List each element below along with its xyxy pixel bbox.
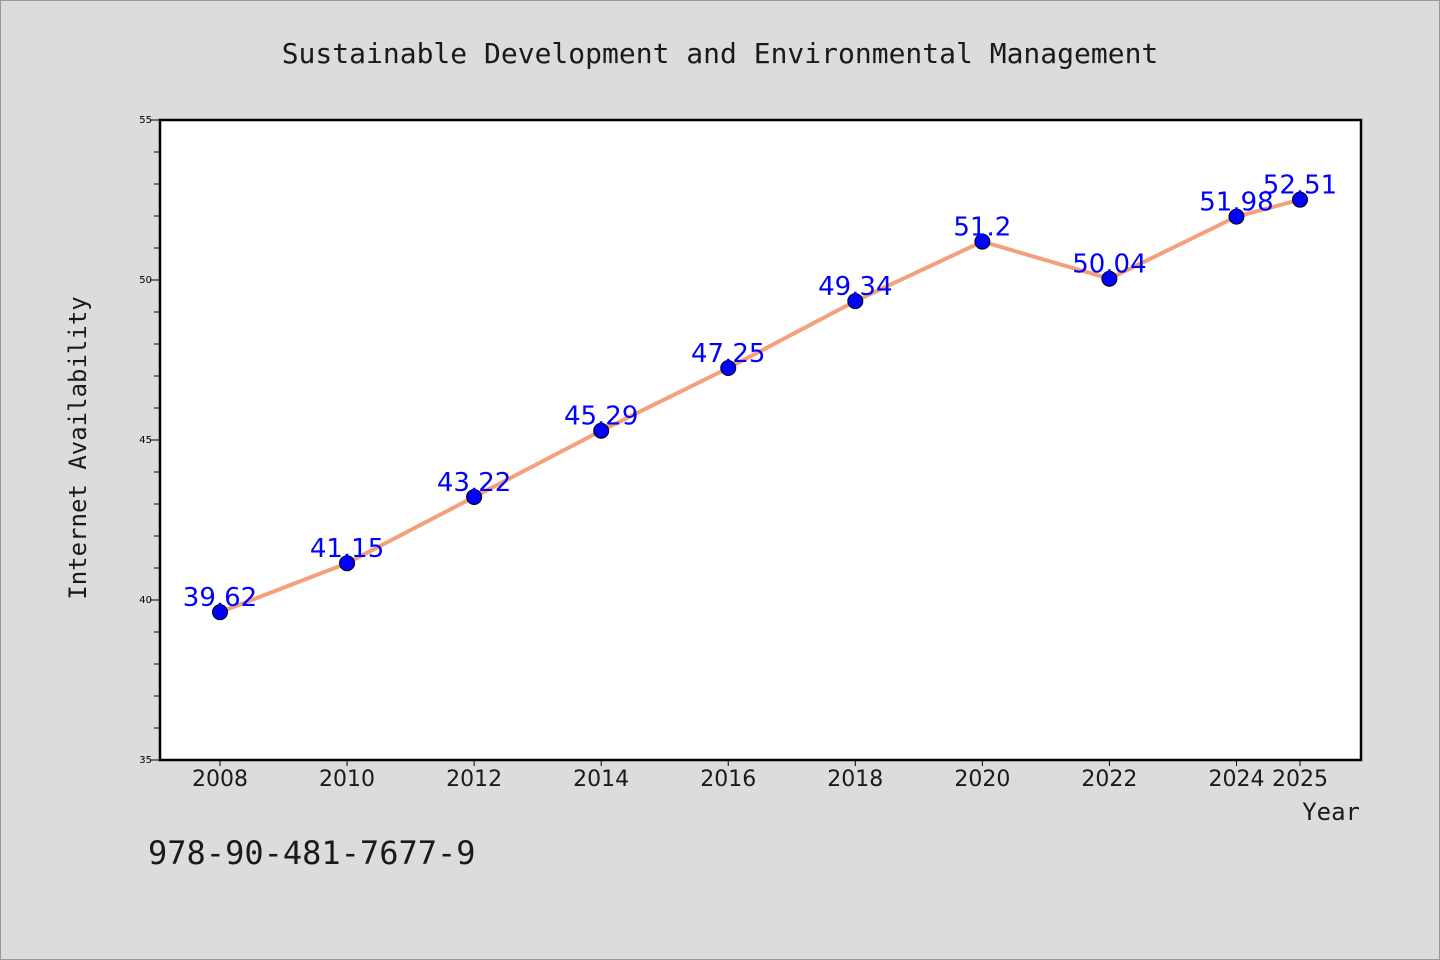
data-point xyxy=(974,233,991,250)
data-label: 43.22 xyxy=(437,468,511,498)
y-tick-label: 55 xyxy=(139,115,152,126)
x-axis-label: Year xyxy=(1302,798,1360,826)
data-label: 41.15 xyxy=(310,534,384,564)
x-axis-ticks: 2008 2010 2012 2014 2016 2018 2020 2022 2024 2025 xyxy=(192,760,1328,792)
x-tick-label: 2010 xyxy=(319,767,375,792)
data-label: 51.98 xyxy=(1199,188,1273,218)
data-label: 47.25 xyxy=(691,339,765,369)
data-label: 51.2 xyxy=(953,213,1011,243)
data-label: 45.29 xyxy=(564,402,638,432)
chart-title: Sustainable Development and Environmenta… xyxy=(282,37,1159,70)
y-tick-label: 40 xyxy=(139,595,152,606)
isbn-text: 978-90-481-7677-9 xyxy=(148,834,476,872)
x-tick-label: 2022 xyxy=(1081,767,1137,792)
data-point xyxy=(212,604,228,621)
x-tick-label: 2025 xyxy=(1272,767,1328,792)
series-line xyxy=(218,197,1302,615)
x-tick-label: 2024 xyxy=(1208,767,1264,792)
data-label: 50.04 xyxy=(1072,250,1146,280)
data-label: 39.62 xyxy=(183,583,257,613)
x-tick-label: 2016 xyxy=(700,767,756,792)
plot-area xyxy=(158,118,1363,762)
data-point xyxy=(720,360,737,376)
data-label-layer: 39.62 41.15 43.22 45.29 47.25 49.34 51.2 50.04 5… xyxy=(183,171,1337,613)
data-point xyxy=(593,422,610,439)
x-tick-label: 2008 xyxy=(192,767,248,792)
data-point xyxy=(1292,191,1308,208)
data-point xyxy=(339,555,356,572)
data-label: 49.34 xyxy=(818,272,892,302)
data-point xyxy=(1101,270,1118,287)
y-tick-label: 35 xyxy=(139,755,152,766)
data-point xyxy=(466,488,483,505)
data-point xyxy=(847,293,864,310)
data-point xyxy=(1228,208,1245,225)
x-tick-label: 2018 xyxy=(827,767,883,792)
x-tick-label: 2020 xyxy=(954,767,1010,792)
series-layer xyxy=(212,191,1308,621)
y-tick-label: 50 xyxy=(139,275,152,286)
data-label: 52.51 xyxy=(1263,171,1337,201)
x-tick-label: 2014 xyxy=(573,767,629,792)
x-tick-label: 2012 xyxy=(446,767,502,792)
y-tick-label: 45 xyxy=(139,435,152,446)
y-axis-label: Internet Availability xyxy=(64,296,92,599)
y-axis-ticks: 35 40 45 50 55 xyxy=(139,115,160,766)
